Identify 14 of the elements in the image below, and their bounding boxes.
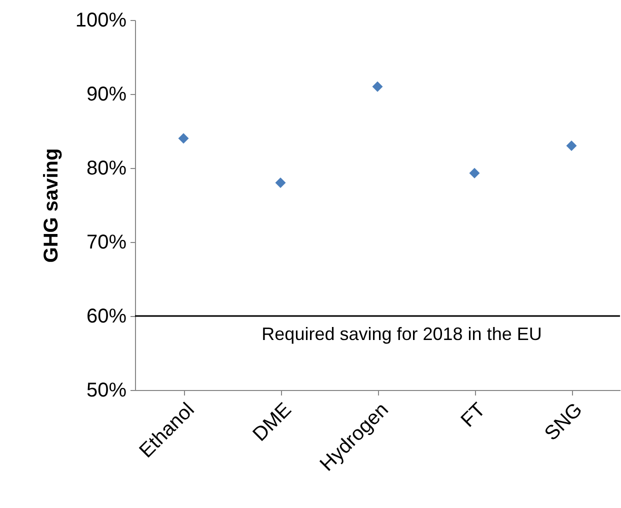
y-tick-label: 70%	[86, 232, 127, 254]
point	[469, 168, 480, 178]
x-tick-label: FT	[457, 398, 490, 432]
y-tick-label: 50%	[86, 380, 127, 402]
point	[275, 178, 286, 188]
y-tick-label: 60%	[86, 306, 127, 328]
y-tick-label: 90%	[86, 84, 127, 106]
y-axis-title: GHG saving	[40, 148, 62, 263]
point	[372, 81, 383, 92]
y-tick-label: 100%	[75, 10, 127, 32]
ref-line-label: Required saving for 2018 in the EU	[262, 324, 542, 344]
y-tick-label: 80%	[86, 158, 127, 180]
point	[178, 133, 189, 144]
point	[566, 140, 577, 152]
